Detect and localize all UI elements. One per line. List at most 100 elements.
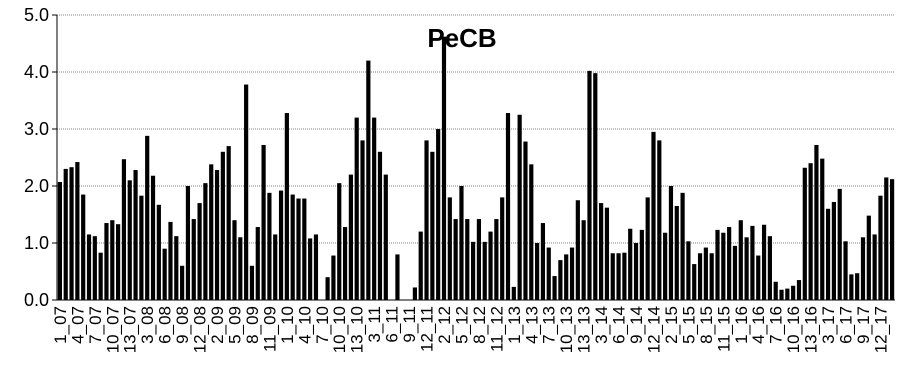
x-tick-label: 5_15 (679, 306, 698, 344)
bar (214, 170, 220, 300)
bar (296, 198, 301, 300)
bar (69, 167, 74, 300)
x-tick-label: 3_11 (365, 306, 384, 343)
y-tick-label: 2.0 (24, 176, 49, 196)
y-tick-label: 5.0 (24, 5, 49, 25)
bar (668, 186, 674, 300)
bar (139, 195, 144, 300)
bar (802, 167, 807, 300)
x-tick-label: 13_10 (348, 306, 367, 353)
x-tick-label: 1_13 (505, 306, 524, 344)
bar (843, 241, 848, 300)
x-tick-label: 13_13 (575, 306, 594, 353)
x-tick-label: 6_17 (837, 306, 856, 344)
bar (436, 129, 441, 300)
bar (185, 186, 191, 300)
bar (890, 179, 895, 300)
bar (686, 241, 691, 300)
bar (529, 164, 534, 300)
bar (174, 236, 179, 300)
bar (261, 144, 266, 300)
bar (663, 232, 668, 300)
bar (168, 221, 173, 300)
x-tick-label: 4_10 (295, 306, 314, 344)
bar (412, 287, 417, 300)
bar (494, 219, 499, 300)
bar (249, 265, 255, 300)
x-tick-label: 10_07 (103, 306, 122, 353)
bar (610, 253, 615, 300)
bar (785, 288, 790, 300)
bar (546, 247, 551, 300)
bar (395, 254, 400, 300)
bar (651, 131, 656, 300)
bar (697, 253, 703, 300)
x-tick-label: 8_15 (697, 306, 716, 344)
bar (558, 260, 563, 300)
bar (878, 195, 883, 300)
x-tick-labels: 1_074_077_0710_0713_073_086_089_0812_082… (51, 306, 891, 353)
x-tick-label: 2_12 (435, 306, 454, 344)
bar (465, 219, 470, 300)
bar (162, 248, 167, 300)
x-tick-label: 3_14 (592, 306, 611, 344)
bar (145, 135, 150, 300)
bar (860, 237, 866, 300)
x-tick-label: 11_12 (487, 306, 506, 352)
bar (232, 220, 237, 300)
bar (313, 234, 319, 300)
x-tick-label: 9_14 (627, 306, 646, 344)
bar (209, 164, 214, 300)
bar (127, 180, 132, 300)
bar (278, 190, 284, 300)
bar (180, 265, 185, 300)
bar (372, 117, 377, 300)
bar (453, 219, 458, 300)
bar (302, 198, 307, 300)
bar (500, 197, 505, 300)
bar (337, 183, 342, 300)
bar (447, 197, 452, 300)
bar (273, 234, 278, 300)
bar (197, 203, 202, 300)
x-tick-label: 2_15 (662, 306, 681, 344)
x-tick-label: 12_08 (191, 306, 210, 353)
bar (633, 243, 639, 300)
x-tick-label: 13_16 (802, 306, 821, 353)
x-tick-label: 10_10 (330, 306, 349, 353)
bar (703, 247, 708, 300)
bar (837, 188, 842, 300)
bar (744, 237, 749, 300)
bar (267, 192, 272, 300)
x-tick-label: 10_16 (784, 306, 803, 353)
bar (348, 174, 353, 300)
chart-title: PeCB (427, 23, 496, 53)
x-tick-label: 12_17 (871, 306, 890, 353)
x-tick-label: 12_14 (644, 306, 663, 353)
bar (75, 162, 80, 300)
bar (791, 285, 796, 300)
x-tick-label: 11_15 (714, 306, 733, 352)
bar (692, 264, 697, 300)
bar (57, 182, 62, 300)
x-tick-label: 12_11 (418, 306, 437, 352)
bar (680, 192, 685, 300)
x-tick-label: 2_09 (208, 306, 227, 344)
bar (104, 223, 109, 300)
bar (203, 183, 208, 300)
bar (569, 247, 575, 300)
x-tick-label: 6_14 (610, 306, 629, 344)
bar (418, 231, 423, 300)
bar (721, 232, 726, 300)
x-tick-label: 4_07 (68, 306, 87, 344)
bar (383, 174, 388, 300)
bar (430, 151, 435, 300)
bar (581, 220, 586, 300)
bar (773, 281, 778, 300)
bar (738, 220, 743, 300)
bar (825, 208, 831, 300)
bar (575, 200, 580, 300)
bar (255, 227, 260, 300)
bar (121, 159, 127, 300)
x-tick-label: 9_11 (400, 306, 419, 343)
